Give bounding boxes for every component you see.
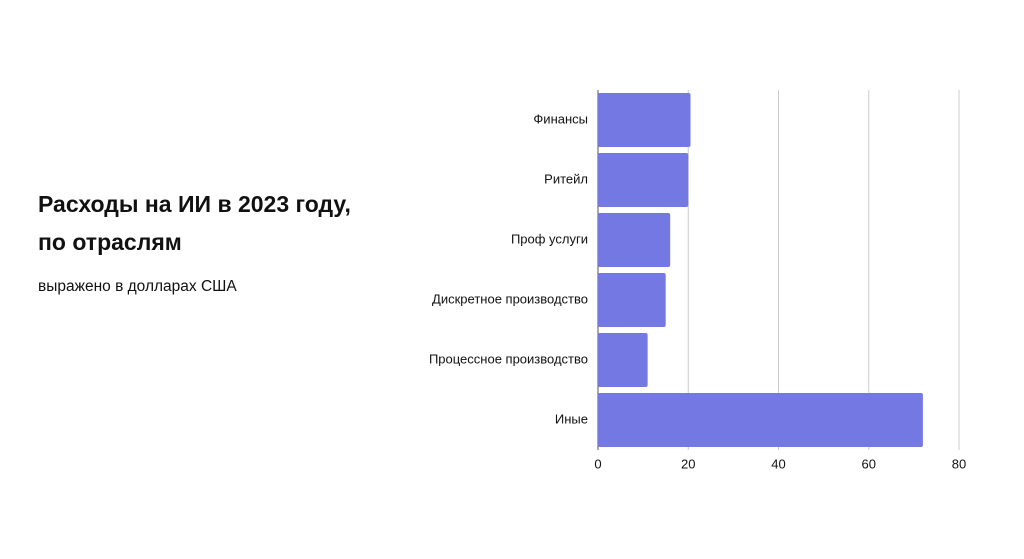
bar — [598, 93, 691, 147]
x-tick-label: 0 — [594, 456, 601, 471]
bar — [598, 393, 923, 447]
y-tick-label: Дискретное производство — [432, 291, 588, 306]
x-tick-label: 80 — [952, 456, 966, 471]
x-tick-label: 60 — [862, 456, 876, 471]
y-tick-label: Проф услуги — [511, 231, 588, 246]
chart-title: по отраслям — [38, 229, 182, 255]
bar — [598, 153, 689, 207]
x-tick-label: 40 — [771, 456, 785, 471]
y-tick-label: Финансы — [533, 111, 588, 126]
chart-subtitle: выражено в долларах США — [38, 278, 237, 295]
y-tick-label: Процессное производство — [429, 351, 588, 366]
bar — [598, 273, 666, 327]
x-tick-label: 20 — [681, 456, 695, 471]
y-tick-label: Иные — [555, 411, 588, 426]
bar — [598, 213, 671, 267]
bar — [598, 333, 648, 387]
chart-title: Расходы на ИИ в 2023 году, — [38, 191, 351, 217]
y-tick-label: Ритейл — [544, 171, 588, 186]
